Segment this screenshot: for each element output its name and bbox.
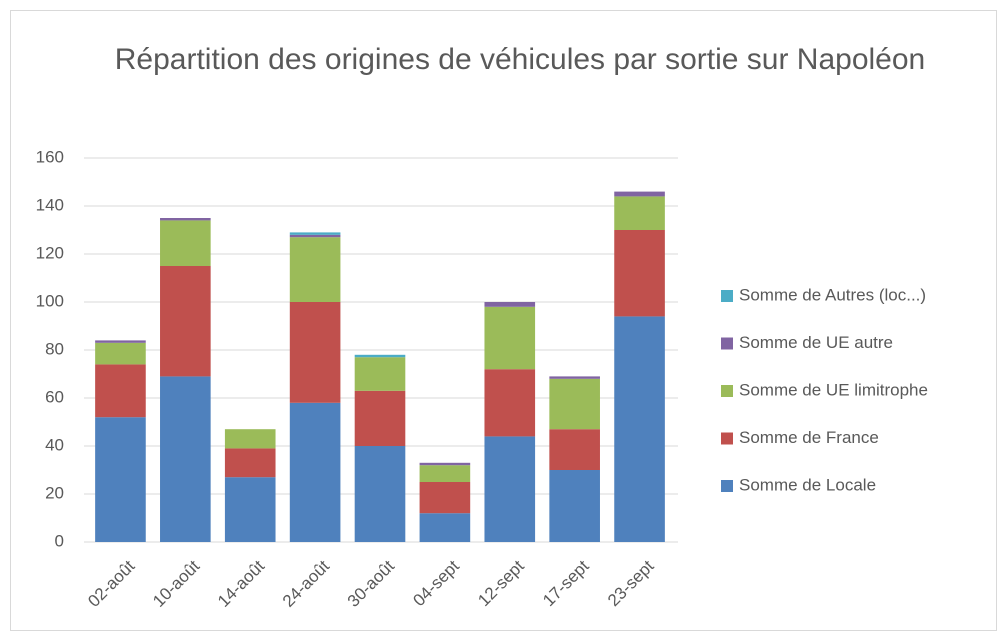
bar-segment — [95, 342, 146, 365]
bar-segment — [484, 369, 536, 437]
legend-label: Somme de Autres (loc...) — [739, 285, 926, 304]
y-tick-label: 40 — [45, 435, 64, 454]
bar-segment — [160, 376, 211, 542]
legend-label: Somme de UE limitrophe — [739, 380, 928, 399]
y-tick-label: 0 — [55, 531, 64, 550]
y-tick-label: 140 — [36, 195, 64, 214]
bar-segment — [95, 364, 146, 418]
bar-segment — [289, 302, 341, 403]
y-tick-label: 120 — [36, 243, 64, 262]
bar-segment — [419, 465, 471, 482]
bar-segment — [419, 462, 471, 466]
bar-segment — [484, 302, 536, 307]
bar-segment — [95, 417, 146, 542]
bar-segment — [224, 448, 276, 478]
bar-segment — [419, 482, 471, 514]
legend-swatch — [721, 337, 733, 350]
bar-segment — [549, 376, 600, 379]
chart-title: Répartition des origines de véhicules pa… — [114, 43, 926, 76]
y-tick-label: 20 — [45, 483, 64, 502]
bar-segment — [160, 266, 211, 377]
legend-swatch — [721, 480, 733, 492]
y-tick-label: 160 — [36, 147, 64, 166]
bar-segment — [614, 316, 665, 542]
bar-segment — [224, 429, 276, 449]
y-tick-label: 60 — [45, 387, 64, 406]
bar-segment — [160, 220, 211, 266]
bar-segment — [549, 470, 600, 542]
bar-segment — [419, 513, 471, 542]
bar-segment — [484, 436, 536, 542]
y-tick-label: 80 — [45, 339, 64, 358]
bar-segment — [484, 306, 536, 370]
legend-swatch — [721, 432, 733, 445]
bar-segment — [614, 191, 665, 197]
bar-segment — [549, 429, 600, 470]
bar-segment — [354, 390, 406, 446]
legend-label: Somme de UE autre — [739, 333, 893, 352]
bar-segment — [289, 232, 341, 235]
y-tick-label: 100 — [36, 291, 64, 310]
bar-segment — [354, 446, 406, 542]
bar-segment — [160, 218, 211, 221]
bar-segment — [289, 237, 341, 302]
bar-segment — [354, 354, 406, 358]
bar-segment — [95, 340, 146, 343]
bar-segment — [614, 230, 665, 317]
legend-label: Somme de France — [739, 428, 879, 447]
legend-swatch — [721, 385, 733, 397]
bar-segment — [614, 196, 665, 230]
bar-segment — [224, 477, 276, 542]
bar-segment — [549, 378, 600, 430]
bar-segment — [289, 402, 341, 542]
legend-swatch — [721, 290, 733, 302]
bar-segment — [289, 234, 341, 238]
legend-label: Somme de Locale — [739, 475, 876, 494]
bar-segment — [354, 357, 406, 391]
